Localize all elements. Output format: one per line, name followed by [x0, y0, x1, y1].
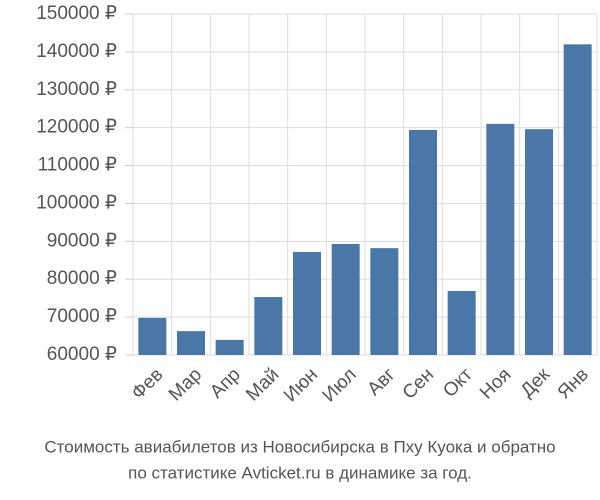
y-tick-label: 70000 ₽: [47, 306, 117, 327]
bar: [563, 44, 592, 356]
x-tick-label: Июл: [319, 364, 361, 406]
y-tick-label: 90000 ₽: [47, 230, 117, 251]
chart-title: Стоимость авиабилетов из Новосибирска в …: [44, 437, 555, 456]
x-tick-label: Фев: [128, 364, 168, 404]
y-tick-label: 100000 ₽: [36, 192, 117, 213]
x-tick-label: Ноя: [476, 364, 515, 403]
bar: [409, 129, 437, 355]
bar: [254, 297, 283, 355]
y-tick-label: 110000 ₽: [38, 155, 117, 176]
chart-title: по статистике Avticket.ru в динамике за …: [128, 463, 472, 482]
bar: [177, 331, 205, 355]
bar: [447, 290, 476, 355]
x-tick-label: Янв: [554, 364, 593, 403]
bar: [331, 243, 360, 355]
x-tick-label: Июн: [280, 364, 322, 406]
x-tick-label: Май: [242, 364, 283, 405]
bar: [138, 317, 167, 355]
x-tick-label: Апр: [206, 364, 245, 403]
y-tick-label: 60000 ₽: [47, 344, 117, 365]
bar: [215, 339, 244, 355]
x-tick-label: Сен: [399, 364, 438, 403]
y-tick-label: 150000 ₽: [36, 3, 117, 24]
y-tick-label: 140000 ₽: [36, 41, 117, 62]
x-tick-label: Мар: [165, 364, 206, 405]
bar: [370, 248, 399, 355]
x-tick-label: Авг: [364, 364, 400, 400]
y-tick-label: 120000 ₽: [36, 117, 117, 138]
bar: [293, 251, 321, 355]
x-tick-label: Окт: [439, 364, 477, 402]
bar: [486, 123, 515, 355]
y-tick-label: 130000 ₽: [36, 79, 117, 100]
bar: [525, 129, 553, 355]
y-tick-label: 80000 ₽: [47, 268, 117, 289]
x-tick-label: Дек: [517, 364, 555, 402]
